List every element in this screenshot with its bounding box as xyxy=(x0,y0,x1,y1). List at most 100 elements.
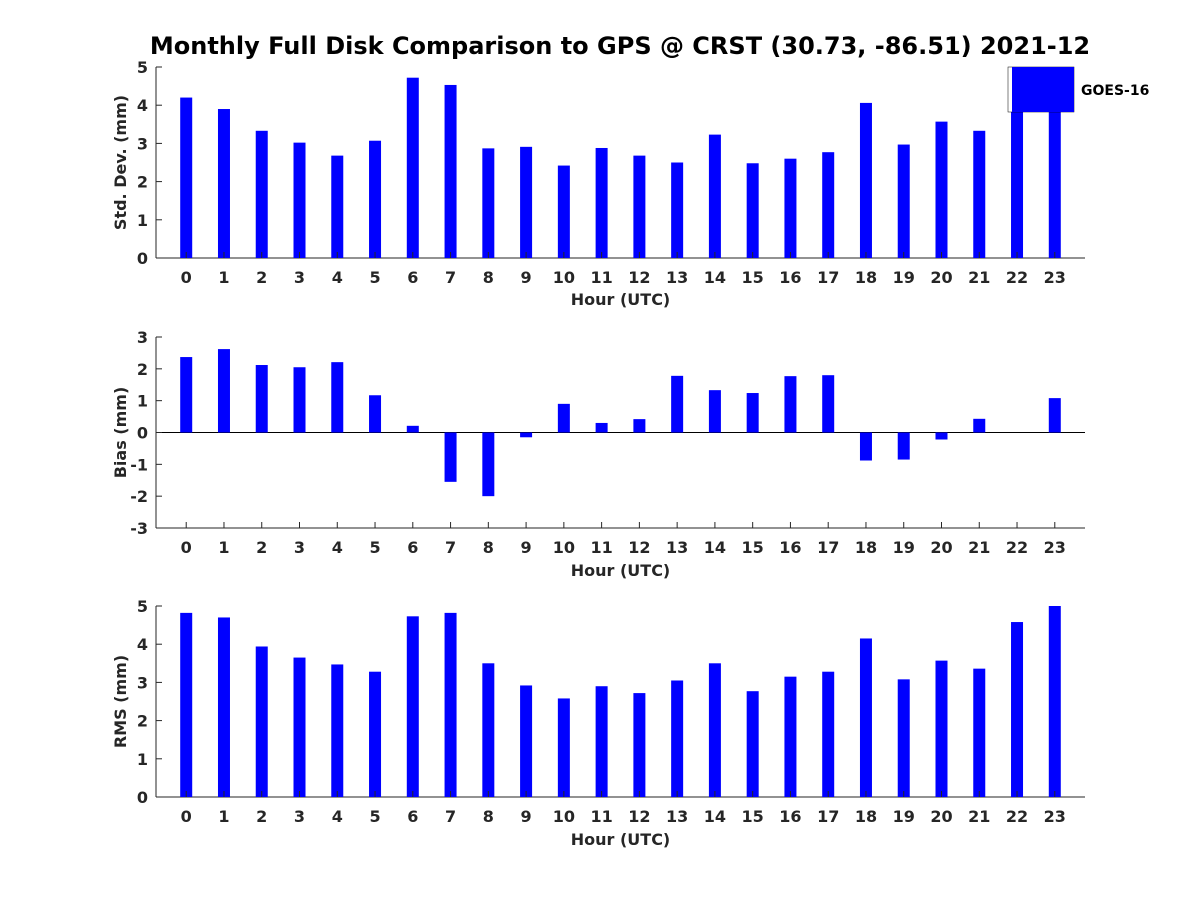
bias-bar-17 xyxy=(822,375,835,433)
stddev-bar-21 xyxy=(973,130,986,258)
rms-x-tick-label: 8 xyxy=(483,807,494,826)
rms-bar-4 xyxy=(331,664,344,797)
bias-bar-12 xyxy=(633,419,646,433)
rms-bar-7 xyxy=(444,612,457,797)
stddev-x-tick-label: 6 xyxy=(407,268,418,287)
bias-x-tick-label: 20 xyxy=(930,538,952,557)
bias-y-tick-label: 2 xyxy=(137,360,148,379)
bias-x-tick-label: 19 xyxy=(893,538,915,557)
bias-y-tick-label: 1 xyxy=(137,392,148,411)
bias-x-tick-label: 9 xyxy=(521,538,532,557)
stddev-x-tick-label: 11 xyxy=(590,268,612,287)
rms-x-tick-label: 22 xyxy=(1006,807,1028,826)
stddev-y-tick-label: 3 xyxy=(137,134,148,153)
bias-bar-2 xyxy=(255,365,268,433)
bias-bar-16 xyxy=(784,376,797,433)
rms-bar-15 xyxy=(746,691,759,797)
bias-x-tick-label: 18 xyxy=(855,538,877,557)
stddev-y-tick-label: 5 xyxy=(137,58,148,77)
stddev-x-tick-label: 14 xyxy=(704,268,726,287)
rms-x-tick-label: 13 xyxy=(666,807,688,826)
bias-x-tick-label: 1 xyxy=(218,538,229,557)
bias-bar-10 xyxy=(557,403,570,433)
rms-bar-21 xyxy=(973,668,986,797)
bias-x-tick-label: 13 xyxy=(666,538,688,557)
bias-bar-20 xyxy=(935,432,948,440)
stddev-x-tick-label: 19 xyxy=(893,268,915,287)
stddev-x-tick-label: 13 xyxy=(666,268,688,287)
stddev-y-tick-label: 0 xyxy=(137,249,148,268)
rms-x-tick-label: 9 xyxy=(521,807,532,826)
rms-bar-10 xyxy=(557,698,570,797)
bias-x-tick-label: 5 xyxy=(369,538,380,557)
stddev-x-tick-label: 0 xyxy=(181,268,192,287)
stddev-bar-8 xyxy=(482,148,495,258)
stddev-x-tick-label: 20 xyxy=(930,268,952,287)
bias-x-tick-label: 2 xyxy=(256,538,267,557)
rms-bar-12 xyxy=(633,693,646,797)
rms-x-tick-label: 10 xyxy=(553,807,575,826)
stddev-x-tick-label: 5 xyxy=(369,268,380,287)
legend-swatch xyxy=(1012,67,1074,112)
rms-x-tick-label: 15 xyxy=(742,807,764,826)
stddev-x-tick-label: 17 xyxy=(817,268,839,287)
bias-bar-11 xyxy=(595,422,608,433)
rms-x-tick-label: 21 xyxy=(968,807,990,826)
rms-bar-3 xyxy=(293,657,306,797)
bias-bar-9 xyxy=(520,432,533,438)
rms-x-tick-label: 18 xyxy=(855,807,877,826)
rms-x-tick-label: 0 xyxy=(181,807,192,826)
rms-y-tick-label: 1 xyxy=(137,750,148,769)
bias-bar-7 xyxy=(444,432,457,482)
rms-bar-23 xyxy=(1048,606,1061,797)
rms-x-tick-label: 14 xyxy=(704,807,726,826)
bias-y-label: Bias (mm) xyxy=(111,387,130,479)
bias-x-tick-label: 3 xyxy=(294,538,305,557)
stddev-bar-16 xyxy=(784,158,797,258)
rms-x-tick-label: 3 xyxy=(294,807,305,826)
rms-bar-6 xyxy=(406,616,419,797)
bias-x-tick-label: 14 xyxy=(704,538,726,557)
bias-x-tick-label: 10 xyxy=(553,538,575,557)
stddev-bar-12 xyxy=(633,155,646,258)
rms-bar-8 xyxy=(482,663,495,797)
bias-x-tick-label: 11 xyxy=(590,538,612,557)
rms-x-tick-label: 6 xyxy=(407,807,418,826)
bias-bar-15 xyxy=(746,393,759,433)
bias-bar-5 xyxy=(369,395,382,433)
stddev-y-label: Std. Dev. (mm) xyxy=(111,95,130,230)
rms-bar-22 xyxy=(1011,622,1024,797)
stddev-bar-20 xyxy=(935,121,948,258)
bias-x-tick-label: 0 xyxy=(181,538,192,557)
rms-bar-19 xyxy=(897,679,910,797)
rms-bar-11 xyxy=(595,686,608,797)
rms-x-tick-label: 16 xyxy=(779,807,801,826)
stddev-bar-14 xyxy=(708,134,721,258)
bias-bar-19 xyxy=(897,432,910,460)
stddev-x-tick-label: 2 xyxy=(256,268,267,287)
stddev-bar-1 xyxy=(217,109,230,259)
figure-title: Monthly Full Disk Comparison to GPS @ CR… xyxy=(150,32,1090,60)
stddev-x-tick-label: 7 xyxy=(445,268,456,287)
stddev-x-tick-label: 18 xyxy=(855,268,877,287)
stddev-x-tick-label: 16 xyxy=(779,268,801,287)
rms-bar-0 xyxy=(180,612,193,797)
bias-bar-4 xyxy=(331,362,344,433)
rms-bar-14 xyxy=(708,663,721,797)
legend: GOES-16 xyxy=(1007,66,1149,113)
bias-y-tick-label: -3 xyxy=(130,519,148,538)
rms-x-tick-label: 12 xyxy=(628,807,650,826)
bias-x-tick-label: 12 xyxy=(628,538,650,557)
rms-bar-9 xyxy=(520,685,533,797)
stddev-bar-2 xyxy=(255,130,268,258)
stddev-bar-11 xyxy=(595,147,608,258)
stddev-bar-23 xyxy=(1048,67,1061,258)
bias-x-tick-label: 4 xyxy=(332,538,343,557)
rms-bar-1 xyxy=(217,617,230,797)
stddev-x-tick-label: 8 xyxy=(483,268,494,287)
stddev-x-tick-label: 1 xyxy=(218,268,229,287)
bias-x-tick-label: 16 xyxy=(779,538,801,557)
bias-bar-21 xyxy=(973,418,986,433)
